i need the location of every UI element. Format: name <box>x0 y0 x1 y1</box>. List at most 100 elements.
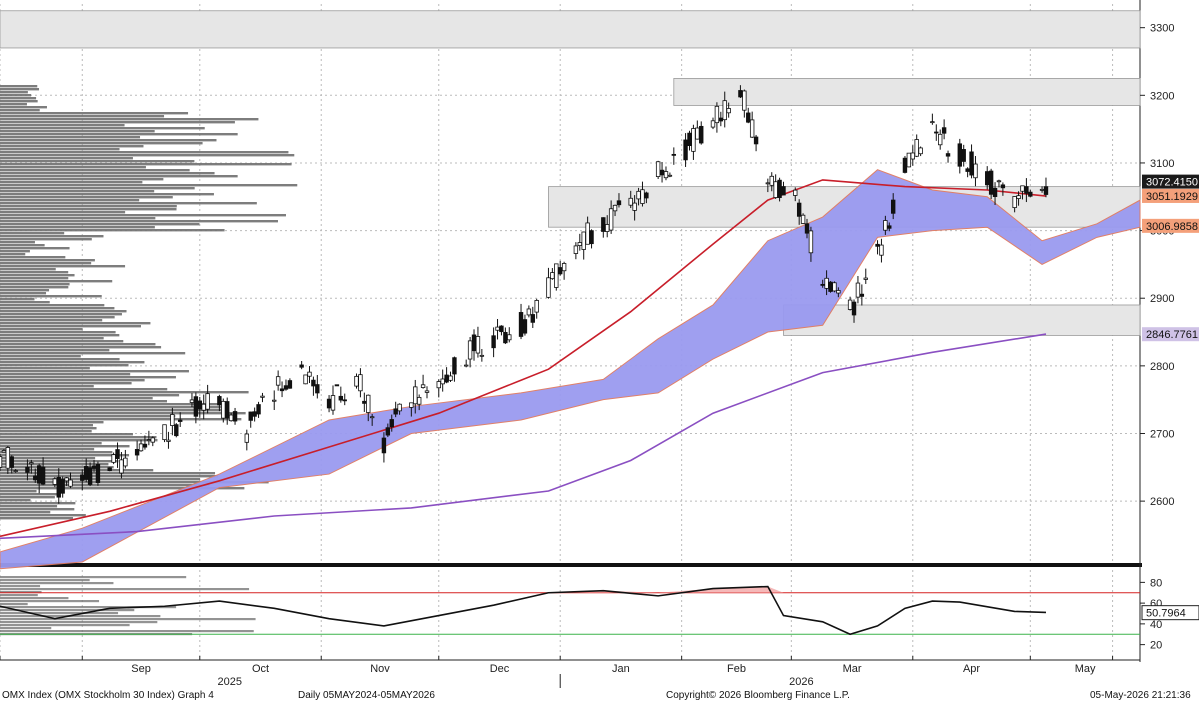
candle-body <box>252 411 257 417</box>
candle-body <box>424 390 430 393</box>
profile-bar <box>0 295 102 298</box>
zone <box>0 10 1141 49</box>
candle-body <box>550 272 555 280</box>
candle-body <box>534 300 539 313</box>
profile-bar <box>0 337 104 340</box>
profile-bar <box>0 352 186 355</box>
profile-bar <box>0 214 286 217</box>
profile-bar <box>0 289 50 292</box>
rsi-tag-box <box>1141 605 1199 621</box>
candle-body <box>941 127 947 134</box>
panel-separator <box>0 563 1142 567</box>
candle-body <box>699 125 704 144</box>
profile-bar <box>0 304 105 307</box>
footer-security: OMX Index (OMX Stockholm 30 Index) Graph… <box>2 690 214 701</box>
candle-body <box>315 384 320 394</box>
profile-bar <box>0 277 69 280</box>
price-tag-label: 3006.9858 <box>1146 221 1198 233</box>
profile-bar-rsi <box>0 594 38 597</box>
profile-bar <box>0 394 180 397</box>
profile-bar <box>0 331 116 334</box>
moving-averages <box>0 179 1047 540</box>
profile-bar <box>0 505 58 508</box>
candle-body <box>1012 196 1017 209</box>
candle-body <box>1039 188 1045 191</box>
zone <box>673 78 1141 106</box>
profile-bar <box>0 271 69 274</box>
profile-bar <box>0 283 70 286</box>
candle-body <box>413 386 418 405</box>
profile-bar <box>0 397 153 400</box>
candle-body <box>83 466 89 480</box>
profile-bar <box>0 448 95 451</box>
candle-body <box>205 393 210 410</box>
profile-bar <box>0 259 95 262</box>
profile-bar <box>0 244 45 247</box>
candle-body <box>138 443 144 452</box>
profile-bar-rsi <box>0 603 28 606</box>
candle-body <box>197 400 202 410</box>
year-label: 2025 <box>218 676 242 688</box>
profile-bar <box>0 427 97 430</box>
candle-body <box>722 100 727 121</box>
profile-bar <box>0 481 269 484</box>
profile-bar <box>0 91 28 94</box>
price-tags: 3072.4150 3051.1929 3006.9858 2846.7761 50.7… <box>1141 174 1199 621</box>
candle-body <box>969 151 974 176</box>
candle-body <box>393 408 398 415</box>
candle-body <box>773 181 778 198</box>
candle-body <box>589 230 594 245</box>
candle-body <box>299 364 304 368</box>
profile-bar <box>0 451 113 454</box>
candle-body <box>326 398 332 409</box>
candle-body <box>655 161 661 177</box>
candle-body <box>601 217 606 232</box>
candle-body <box>726 108 731 114</box>
profile-bar <box>0 175 238 178</box>
candle-body <box>957 143 962 167</box>
candle-body <box>605 224 610 232</box>
profile-bar <box>0 280 113 283</box>
rsi-tick-label: 80 <box>1150 577 1162 589</box>
profile-bar <box>0 475 219 478</box>
candle-body <box>440 378 445 385</box>
candle-body <box>659 169 665 176</box>
candle-body <box>29 462 34 465</box>
candle-body <box>381 437 387 454</box>
profile-bar <box>0 103 27 106</box>
candle-body <box>906 152 912 168</box>
candle-body <box>753 136 759 145</box>
profile-bar <box>0 322 151 325</box>
candle-body <box>1000 184 1006 189</box>
profile-bar <box>0 130 155 133</box>
candle-body <box>710 120 716 128</box>
profile-bar <box>0 286 69 289</box>
profile-bar <box>0 421 104 424</box>
candle-body <box>644 192 649 199</box>
candle-body <box>150 437 155 443</box>
month-label: Sep <box>131 663 151 675</box>
month-label: Apr <box>963 663 980 675</box>
candle-body <box>225 401 230 419</box>
profile-bar <box>0 514 86 517</box>
profile-bar <box>0 388 168 391</box>
candle-body <box>272 399 277 402</box>
candle-body <box>115 449 120 459</box>
candle-body <box>366 394 371 413</box>
rsi-tick-label: 20 <box>1150 640 1162 652</box>
candle-body <box>1016 195 1021 199</box>
candle-body <box>342 399 347 402</box>
profile-bar <box>0 196 173 199</box>
profile-bar <box>0 94 32 97</box>
candle-body <box>804 223 810 234</box>
candle-body <box>463 364 469 367</box>
candle-body <box>890 199 896 214</box>
candle-body <box>248 411 253 421</box>
profile-bar <box>0 340 124 343</box>
candle-body <box>475 336 481 354</box>
candle-body <box>9 456 14 468</box>
profile-bar <box>0 511 51 514</box>
profile-bar-rsi <box>0 606 177 609</box>
candle-body <box>749 119 755 138</box>
